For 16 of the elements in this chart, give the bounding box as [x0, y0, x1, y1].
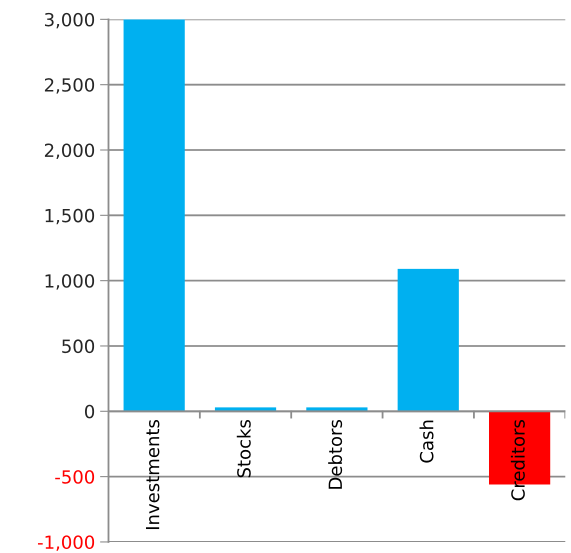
y-tick-label: 2,000 [44, 143, 94, 159]
x-tick-label: Creditors [510, 420, 525, 500]
y-tick-label: 0 [85, 404, 94, 418]
y-tick-label: 3,000 [44, 12, 94, 28]
x-tick-label: Debtors [328, 420, 342, 489]
x-tick-label: Stocks [236, 420, 251, 478]
bar [398, 268, 459, 412]
x-tick-label: Cash [420, 420, 434, 463]
y-tick-label: 2,500 [44, 78, 94, 94]
y-tick-label: -1,000 [38, 535, 94, 551]
y-tick-label: -500 [55, 470, 94, 484]
x-tick-label: Investments [146, 420, 160, 530]
y-tick-label: 1,000 [46, 274, 94, 290]
bar [124, 19, 185, 412]
y-tick-label: 500 [62, 339, 94, 354]
y-tick-label: 1,500 [46, 208, 94, 224]
